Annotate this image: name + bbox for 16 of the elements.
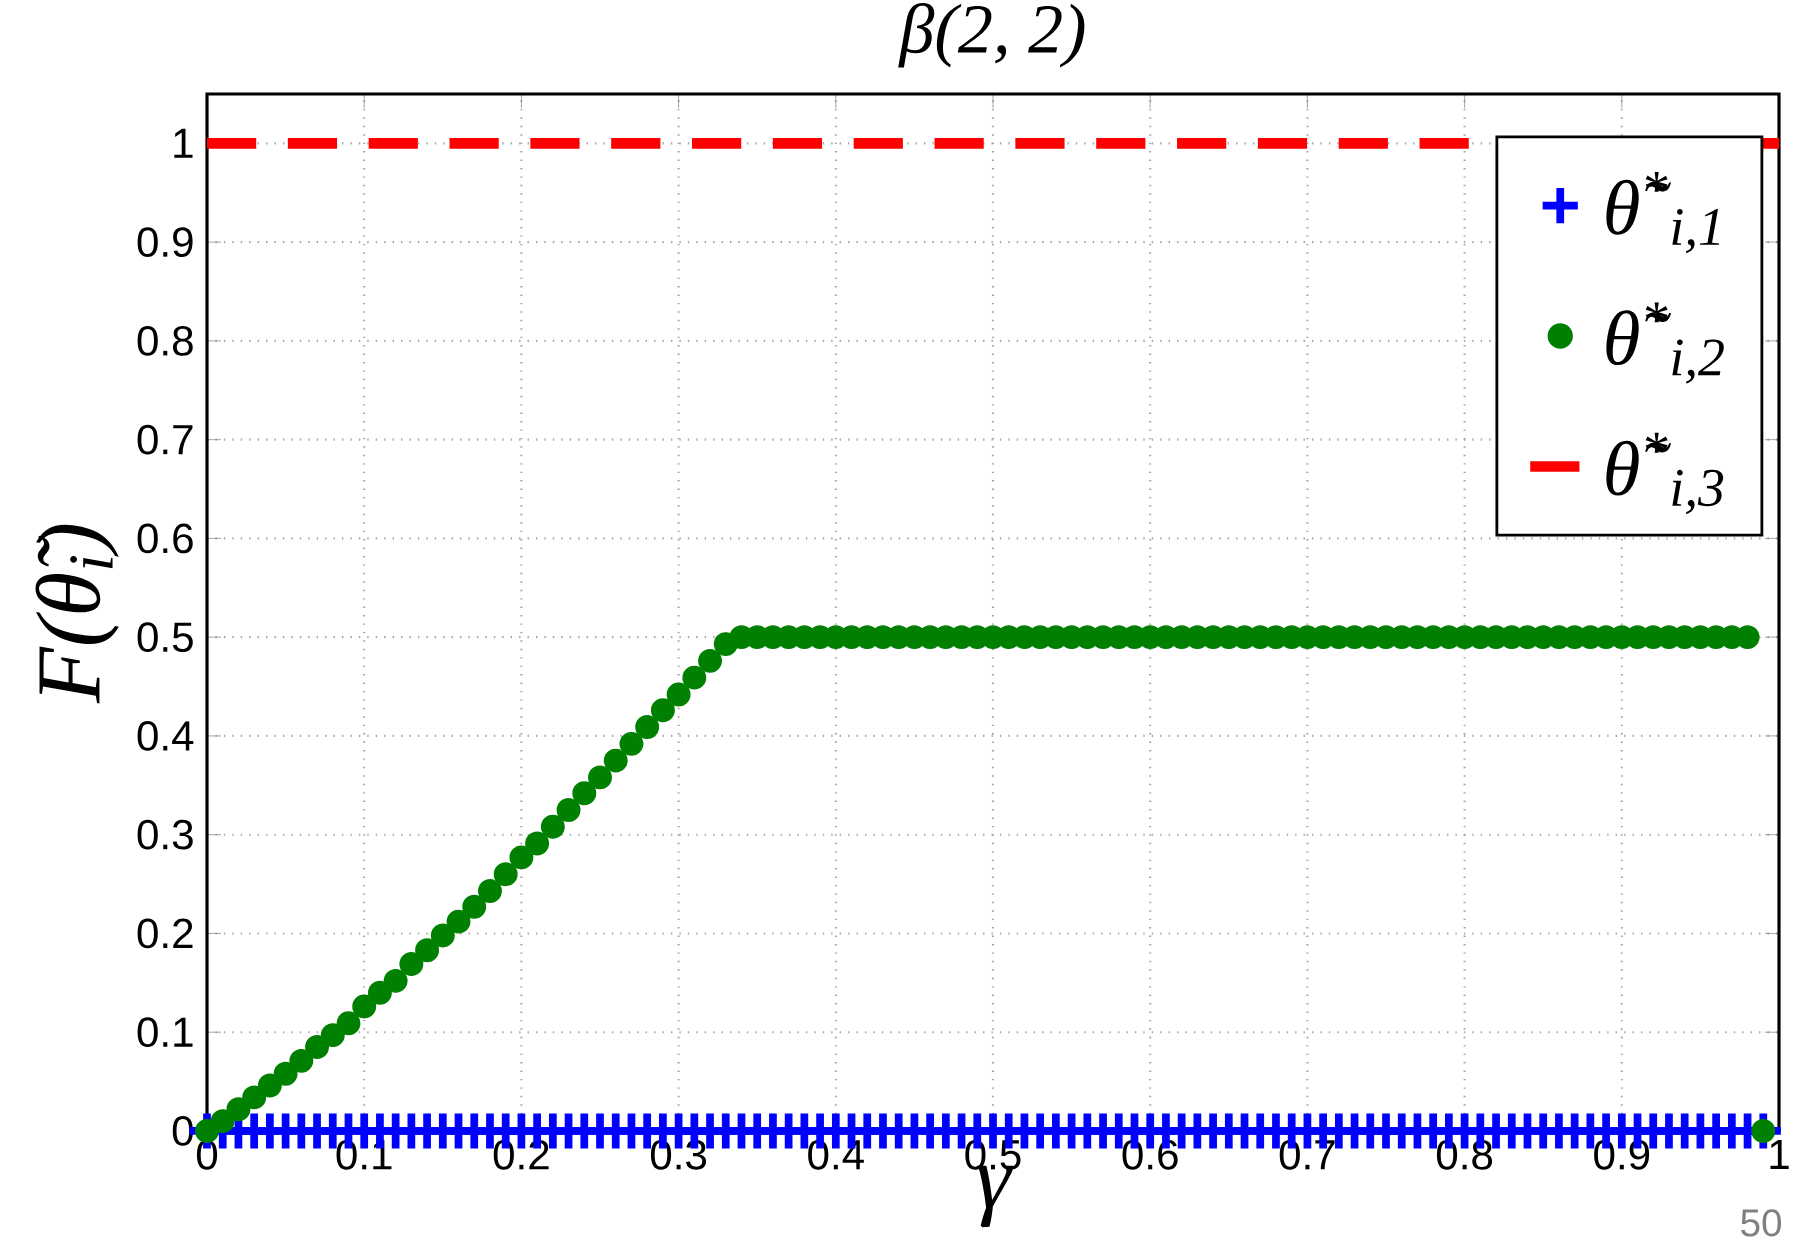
y-tick-label: 0.9: [137, 227, 193, 258]
y-tick-label: 0.3: [137, 819, 193, 850]
y-tick-label: 0.1: [137, 1017, 193, 1048]
x-tick-label: 1: [1770, 1139, 1789, 1169]
y-tick-label: 0.8: [137, 325, 193, 356]
y-tick-label: 0.4: [137, 721, 194, 751]
chart-title: β(2, 2): [898, 3, 1085, 68]
legend-label: θ̃$^{*}$i,1: [1606, 172, 1720, 254]
text: 50: [1741, 1209, 1782, 1237]
legend-label: θ̃$^{*}$i,3: [1606, 432, 1724, 515]
y-tick-label: 1: [174, 128, 193, 158]
y-tick-label: 0.5: [137, 622, 193, 653]
y-tick-label: 0.6: [137, 523, 193, 554]
legend-label: θ̃$^{*}$i,2: [1606, 302, 1724, 384]
y-tick-label: 0.2: [137, 918, 193, 949]
y-tick-label: 0.7: [137, 424, 193, 455]
